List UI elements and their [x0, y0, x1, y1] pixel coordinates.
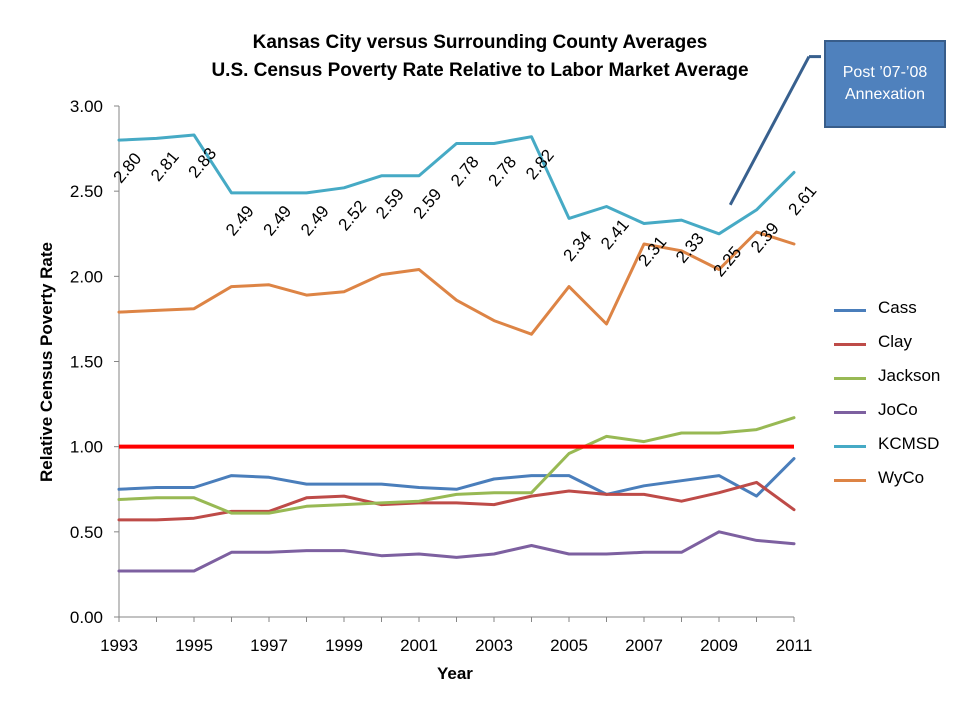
data-label: 2.59: [410, 185, 446, 223]
data-label: 2.52: [334, 197, 370, 235]
series-line-joco: [117, 530, 796, 573]
legend-swatch-clay: [834, 343, 866, 346]
series-line-kcmsd: [117, 133, 796, 236]
y-tick-label: 1.50: [70, 353, 103, 372]
legend-swatch-cass: [834, 309, 866, 312]
data-label: 2.61: [785, 181, 821, 219]
annexation-callout-box: Post ’07-’08 Annexation: [824, 40, 946, 128]
legend-label-jackson: Jackson: [878, 366, 941, 385]
legend-swatch-jackson: [834, 377, 866, 380]
data-label: 2.31: [635, 233, 671, 271]
legend-label-clay: Clay: [878, 332, 913, 351]
data-label: 2.49: [297, 202, 333, 240]
legend-label-kcmsd: KCMSD: [878, 434, 940, 453]
data-label: 2.49: [259, 202, 295, 240]
legend-label-cass: Cass: [878, 298, 917, 317]
y-tick-label: 1.00: [70, 438, 103, 457]
legend-swatch-joco: [834, 411, 866, 414]
series-line-wyco: [117, 230, 796, 336]
data-label: 2.41: [597, 216, 633, 254]
data-label: 2.34: [560, 227, 596, 265]
legend-label-joco: JoCo: [878, 400, 918, 419]
x-tick-label: 2005: [550, 636, 588, 655]
annotation-arrow: [728, 55, 811, 206]
callout-line-2: Annexation: [844, 86, 926, 103]
legend-label-wyco: WyCo: [878, 468, 925, 487]
x-tick-label: 2011: [776, 636, 813, 655]
x-tick-label: 1999: [325, 636, 363, 655]
data-label: 2.80: [109, 149, 145, 187]
series-line-clay: [117, 480, 796, 522]
data-label: 2.82: [522, 146, 558, 184]
x-tick-label: 1993: [100, 636, 138, 655]
data-label: 2.49: [222, 202, 258, 240]
y-tick-label: 2.50: [70, 182, 103, 201]
legend-swatch-wyco: [834, 479, 866, 482]
legend-swatch-kcmsd: [834, 445, 866, 448]
chart-title-line-2: U.S. Census Poverty Rate Relative to Lab…: [211, 60, 749, 81]
y-tick-label: 2.00: [70, 267, 103, 286]
data-label: 2.59: [372, 185, 408, 223]
x-axis-title: Year: [437, 664, 473, 683]
x-tick-label: 2007: [625, 636, 663, 655]
data-label: 2.81: [147, 147, 183, 185]
chart-title-line-1: Kansas City versus Surrounding County Av…: [252, 32, 708, 53]
x-tick-label: 2003: [475, 636, 513, 655]
y-tick-label: 0.00: [70, 608, 103, 627]
data-label: 2.83: [184, 144, 220, 182]
y-axis-title: Relative Census Poverty Rate: [37, 242, 56, 482]
y-tick-label: 3.00: [70, 97, 103, 116]
x-tick-label: 1995: [175, 636, 213, 655]
data-label: 2.78: [447, 152, 483, 190]
data-label: 2.78: [484, 152, 520, 190]
x-tick-label: 1997: [250, 636, 288, 655]
series-line-jackson: [117, 416, 796, 515]
y-tick-label: 0.50: [70, 523, 103, 542]
series-line-cass: [117, 457, 796, 498]
x-tick-label: 2001: [400, 636, 438, 655]
callout-line-1: Post ’07-’08: [842, 64, 928, 81]
x-tick-label: 2009: [700, 636, 738, 655]
